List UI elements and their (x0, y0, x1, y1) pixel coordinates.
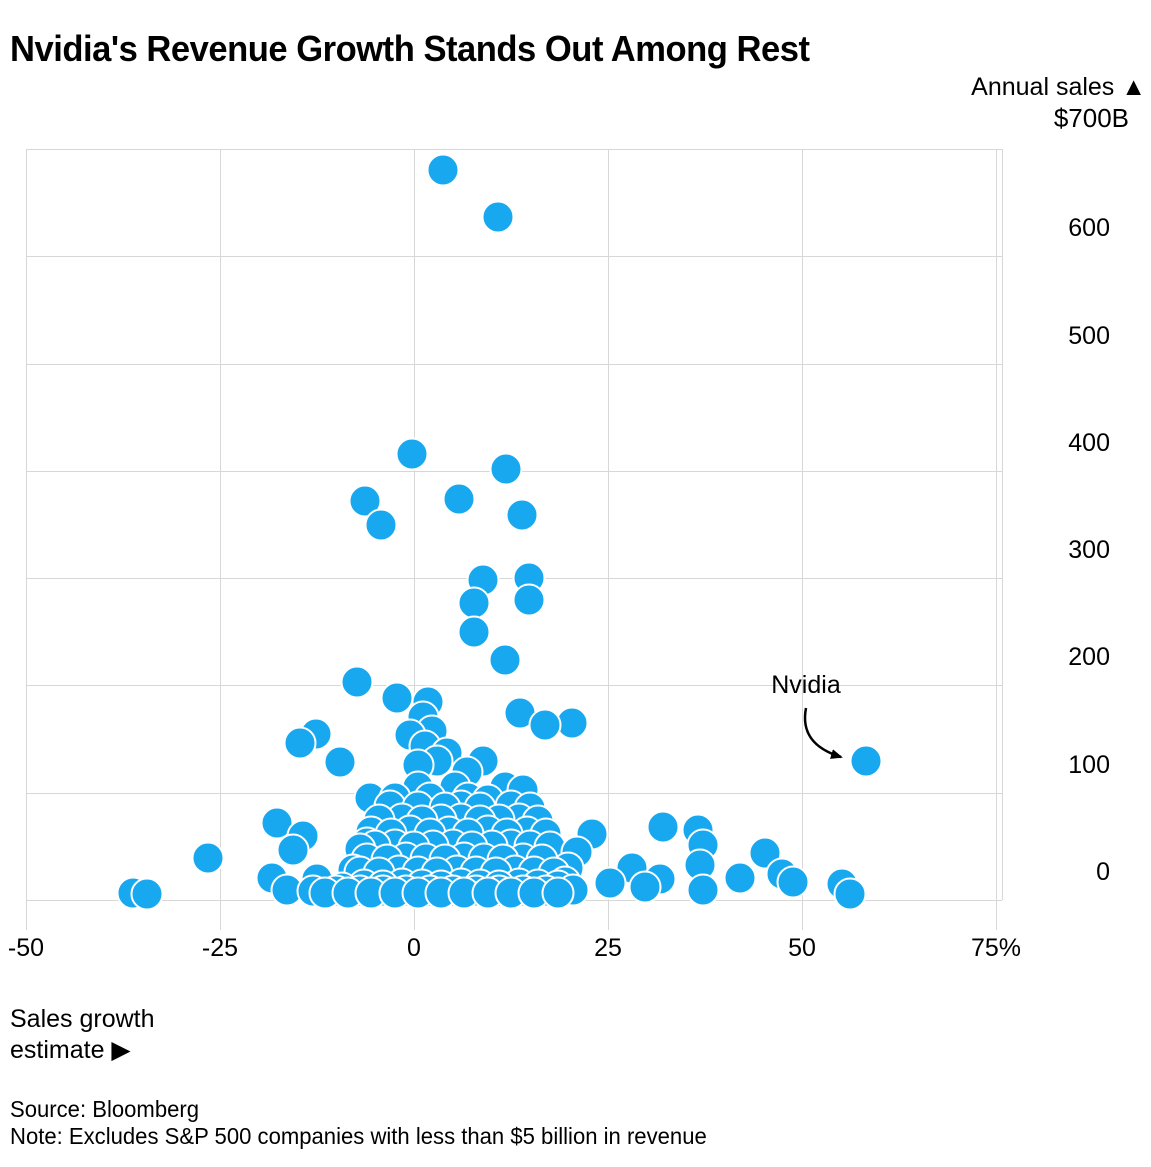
y-tick-label: 200 (1068, 643, 1110, 672)
y-tick-label: 0 (1096, 858, 1110, 886)
x-axis-title-line2: estimate ▶ (10, 1036, 131, 1064)
source-line: Source: Bloomberg (10, 1096, 200, 1122)
data-point (270, 873, 304, 907)
data-point (488, 643, 522, 677)
data-point (481, 200, 515, 233)
data-point (276, 833, 310, 867)
annotation-label: Nvidia (771, 671, 841, 699)
data-point (442, 482, 476, 516)
data-point (283, 726, 317, 760)
data-point (628, 870, 662, 904)
plot-right-border (1002, 149, 1003, 900)
y-axis-title: Annual sales ▲ (971, 73, 1146, 101)
data-point (593, 866, 627, 900)
nvidia-data-point (849, 744, 883, 777)
data-point (191, 841, 225, 875)
y-axis-header: Annual sales ▲ $700B (971, 72, 1146, 134)
y-tick-label: 300 (1068, 536, 1110, 565)
note-line: Note: Excludes S&P 500 companies with le… (10, 1123, 707, 1149)
y-gridline (26, 363, 1002, 365)
data-point (748, 836, 782, 870)
data-point (776, 865, 810, 899)
data-point (505, 498, 539, 532)
data-point (528, 708, 562, 742)
x-tick-label: -25 (201, 934, 239, 962)
chart-title: Nvidia's Revenue Growth Stands Out Among… (10, 28, 810, 70)
y-tick-label: 400 (1068, 428, 1110, 457)
x-gridline (608, 149, 609, 930)
y-tick-label: 100 (1068, 750, 1110, 779)
data-point (686, 873, 720, 907)
data-point (426, 153, 460, 187)
data-point (646, 810, 680, 844)
y-gridline (26, 685, 1002, 687)
y-gridline (26, 256, 1002, 258)
data-point (323, 745, 357, 779)
x-gridline (220, 149, 221, 930)
x-axis-title-line1: Sales growth (10, 1005, 155, 1033)
data-point (512, 583, 546, 617)
y-gridline (26, 148, 1002, 150)
x-tick-label: 75% (970, 934, 1022, 962)
data-point (541, 876, 575, 909)
y-tick-label: 500 (1068, 321, 1110, 350)
data-point (130, 877, 164, 911)
data-point (340, 665, 374, 699)
x-tick-label: -50 (7, 934, 45, 962)
x-axis-title: Sales growth estimate ▶ (10, 1004, 155, 1066)
data-point (457, 586, 491, 620)
data-point (364, 508, 398, 541)
y-tick-label: 600 (1068, 214, 1110, 243)
data-point (833, 877, 867, 911)
x-gridline (26, 149, 27, 930)
x-gridline (802, 149, 803, 930)
x-tick-label: 50 (788, 934, 816, 962)
x-tick-label: 25 (594, 934, 622, 962)
x-gridline (996, 149, 997, 930)
data-point (395, 437, 429, 471)
data-point (457, 615, 491, 649)
data-point (723, 861, 757, 894)
x-tick-label: 0 (407, 934, 421, 962)
data-point (489, 452, 523, 486)
y-axis-max-label: $700B (1053, 103, 1129, 133)
x-gridline (414, 149, 415, 930)
